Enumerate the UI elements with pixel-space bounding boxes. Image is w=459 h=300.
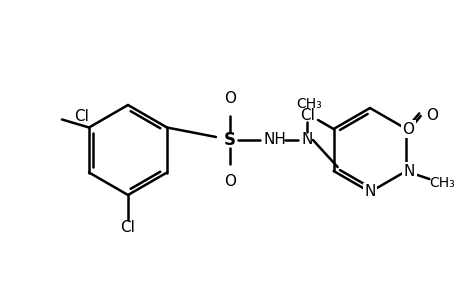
Text: CH₃: CH₃ (296, 97, 321, 111)
Text: NH: NH (263, 131, 286, 146)
Text: N: N (403, 164, 414, 178)
Text: Cl: Cl (74, 109, 89, 124)
Text: O: O (425, 107, 437, 122)
Text: CH₃: CH₃ (429, 176, 454, 190)
Text: S: S (224, 131, 235, 149)
Text: O: O (224, 91, 235, 106)
Text: Cl: Cl (300, 107, 314, 122)
Text: N: N (301, 131, 312, 146)
Text: O: O (224, 175, 235, 190)
Text: Cl: Cl (120, 220, 135, 235)
Text: N: N (364, 184, 375, 200)
Text: O: O (402, 122, 414, 136)
